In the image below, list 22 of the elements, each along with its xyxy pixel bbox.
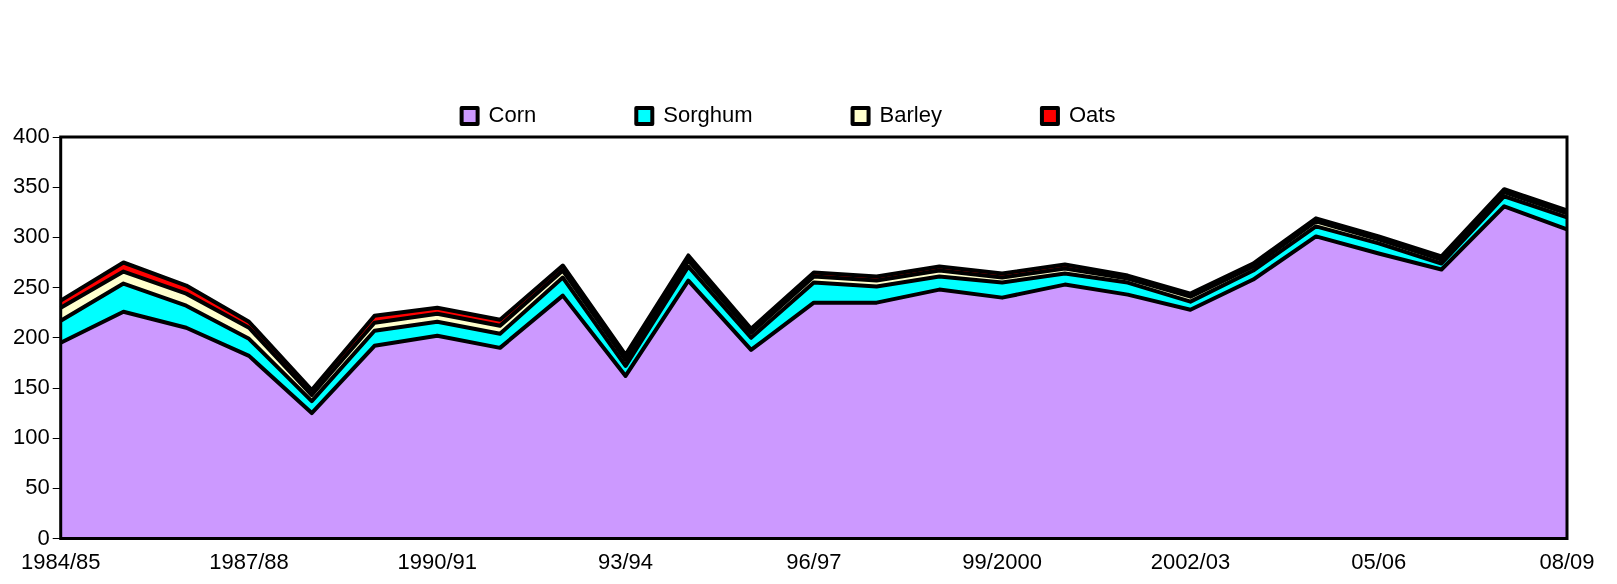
x-tick-label: 99/2000 — [962, 548, 1042, 574]
x-tick-label: 05/06 — [1351, 548, 1407, 574]
y-tick-label: 400 — [12, 123, 50, 149]
x-tick-label: 93/94 — [598, 548, 654, 574]
y-tick-label: 250 — [12, 273, 50, 299]
x-tick-label: 2002/03 — [1150, 548, 1231, 574]
x-tick-label: 1984/85 — [20, 548, 101, 574]
legend-label: Sorghum — [663, 102, 753, 128]
y-tick-label: 0 — [37, 524, 50, 550]
y-tick-label: 300 — [12, 223, 50, 249]
y-tick-label: 50 — [25, 474, 50, 500]
legend-label: Corn — [488, 102, 537, 128]
x-tick-label: 1987/88 — [209, 548, 289, 574]
x-tick-label: 96/97 — [786, 548, 842, 574]
x-tick-label: 1990/91 — [397, 548, 478, 574]
x-tick-label: 08/09 — [1539, 548, 1595, 574]
y-tick-label: 200 — [12, 323, 50, 349]
y-tick-label: 150 — [12, 374, 50, 400]
legend-label: Barley — [879, 102, 942, 128]
y-tick-label: 350 — [12, 173, 50, 199]
legend-label: Oats — [1068, 102, 1116, 128]
y-tick-label: 100 — [12, 424, 50, 450]
